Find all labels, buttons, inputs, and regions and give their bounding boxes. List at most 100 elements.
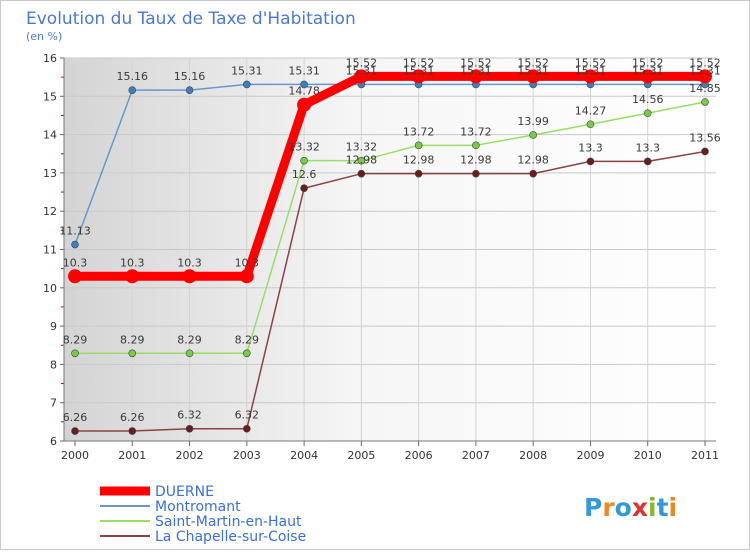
data-point xyxy=(586,157,595,166)
x-tick-label: 2000 xyxy=(61,449,89,462)
data-label: 15.52 xyxy=(346,56,378,69)
legend-item: Saint-Martin-en-Haut xyxy=(100,514,302,530)
data-label: 8.29 xyxy=(120,333,145,346)
data-label: 8.29 xyxy=(177,333,202,346)
x-tick-label: 2004 xyxy=(290,449,318,462)
data-label: 6.32 xyxy=(177,409,202,422)
series-saint-martin-en-haut xyxy=(71,98,709,358)
data-label: 15.31 xyxy=(517,64,549,77)
data-point xyxy=(411,69,426,84)
brand-logo: Proxiti xyxy=(584,493,677,522)
series-duerne xyxy=(68,69,712,284)
chart-title: Evolution du Taux de Taxe d'Habitation xyxy=(26,9,356,29)
data-point xyxy=(468,69,483,84)
data-point xyxy=(357,156,366,165)
data-point xyxy=(125,269,140,284)
x-tick-label: 2001 xyxy=(118,449,146,462)
legend-label: La Chapelle-sur-Coise xyxy=(155,529,306,545)
data-label: 10.3 xyxy=(120,256,145,269)
data-label: 15.31 xyxy=(231,64,263,77)
grid xyxy=(64,57,716,442)
data-label: 15.31 xyxy=(632,64,664,77)
data-point xyxy=(243,424,251,433)
data-label: 15.31 xyxy=(460,64,492,77)
data-label: 12.98 xyxy=(346,154,378,167)
x-tick-label: 2003 xyxy=(233,449,261,462)
data-point xyxy=(526,69,541,84)
data-point xyxy=(583,69,598,84)
data-label: 11.13 xyxy=(59,225,91,238)
y-tick-label: 14 xyxy=(43,129,57,142)
data-label: 12.98 xyxy=(517,154,549,167)
data-point xyxy=(414,141,423,150)
data-label: 15.31 xyxy=(346,64,378,77)
data-label: 15.52 xyxy=(460,56,492,69)
data-label: 14.27 xyxy=(575,104,607,117)
data-label: 15.52 xyxy=(575,56,607,69)
data-label: 13.72 xyxy=(460,125,492,138)
data-label: 13.32 xyxy=(346,141,378,154)
data-point xyxy=(701,98,709,106)
legend-label: DUERNE xyxy=(155,484,214,500)
data-point xyxy=(185,86,194,94)
legend-item: Montromant xyxy=(100,499,241,515)
data-label: 13.3 xyxy=(578,141,603,154)
data-point xyxy=(643,109,652,117)
data-point xyxy=(185,349,194,358)
data-point xyxy=(71,349,79,358)
data-point xyxy=(71,240,79,249)
data-point xyxy=(300,156,308,165)
brand-letter: x xyxy=(632,493,648,522)
x-tick-label: 2006 xyxy=(405,449,433,462)
data-label: 13.72 xyxy=(403,125,435,138)
data-point xyxy=(128,427,137,435)
y-tick-label: 16 xyxy=(43,52,57,65)
data-label: 6.26 xyxy=(120,411,145,424)
data-label: 14.85 xyxy=(689,82,721,95)
data-label: 15.31 xyxy=(689,64,721,77)
data-label: 6.26 xyxy=(63,411,88,424)
data-point xyxy=(472,141,480,150)
brand-letter: t xyxy=(657,493,669,522)
y-tick-label: 10 xyxy=(43,282,57,295)
data-label: 6.32 xyxy=(235,409,260,422)
data-point xyxy=(243,349,251,358)
data-point xyxy=(300,80,308,89)
data-point xyxy=(71,427,79,435)
legend-label: Saint-Martin-en-Haut xyxy=(155,514,302,530)
legend-item: DUERNE xyxy=(100,484,214,500)
data-point xyxy=(701,147,709,156)
data-label: 12.98 xyxy=(460,154,492,167)
brand-letter: r xyxy=(602,493,615,522)
data-label: 8.29 xyxy=(235,333,260,346)
data-point xyxy=(185,424,194,433)
data-point xyxy=(529,131,537,139)
brand-letter: i xyxy=(648,493,657,522)
series-line xyxy=(74,83,705,245)
series-layer xyxy=(68,69,712,435)
data-point xyxy=(698,69,712,84)
data-point xyxy=(182,269,197,284)
data-point xyxy=(586,120,595,129)
x-tick-label: 2011 xyxy=(691,449,719,462)
series-line xyxy=(75,101,706,355)
x-tick-label: 2009 xyxy=(576,449,604,462)
brand-letter: P xyxy=(584,493,602,522)
y-tick-label: 9 xyxy=(50,320,57,333)
y-tick-label: 13 xyxy=(43,167,57,180)
data-point xyxy=(300,184,308,193)
data-label: 14.78 xyxy=(288,85,320,98)
x-tick-label: 2007 xyxy=(462,449,490,462)
data-label: 15.52 xyxy=(403,56,435,69)
data-label: 15.31 xyxy=(403,64,435,77)
data-point xyxy=(239,269,254,284)
data-point xyxy=(472,169,480,178)
series-line xyxy=(75,71,705,281)
data-label: 15.16 xyxy=(117,70,149,83)
data-label: 12.98 xyxy=(403,154,435,167)
x-tick-label: 2010 xyxy=(634,449,662,462)
x-tick-label: 2005 xyxy=(347,449,375,462)
y-tick-label: 11 xyxy=(43,244,57,257)
series-montromant xyxy=(71,80,709,249)
